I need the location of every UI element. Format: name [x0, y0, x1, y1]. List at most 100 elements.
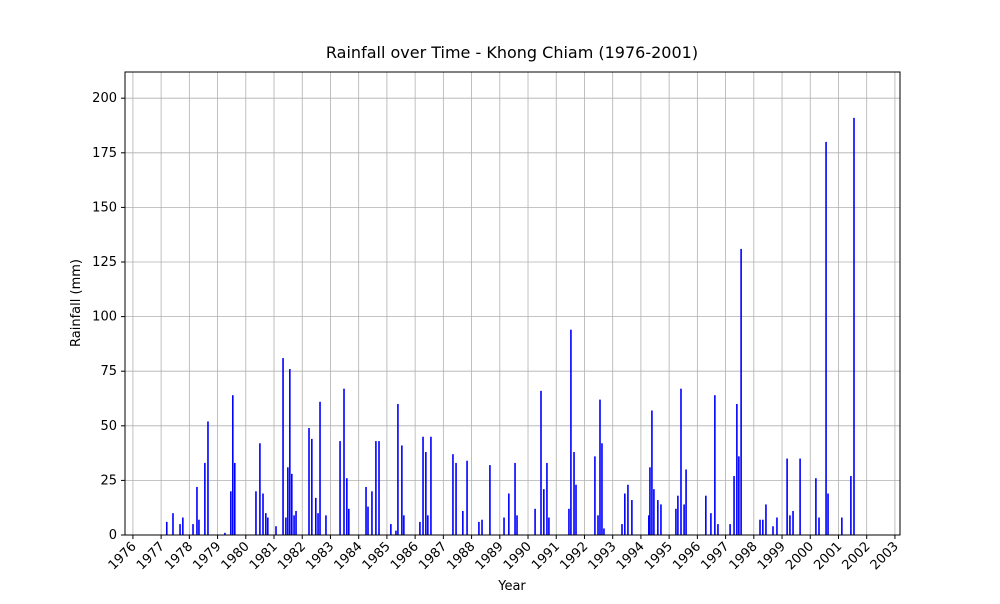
- bar: [427, 515, 429, 535]
- bar: [717, 524, 719, 535]
- bar: [367, 506, 369, 535]
- y-tick-label: 175: [92, 146, 117, 161]
- bar: [534, 508, 536, 535]
- bar: [478, 521, 480, 535]
- bar: [425, 452, 427, 535]
- bar: [599, 399, 601, 535]
- x-axis-label: Year: [497, 579, 526, 594]
- bar: [789, 515, 791, 535]
- bar: [233, 462, 236, 535]
- bar: [503, 517, 505, 535]
- y-tick-label: 0: [109, 528, 117, 543]
- bar: [466, 460, 468, 535]
- bar: [683, 504, 685, 535]
- bar: [224, 532, 226, 535]
- bar: [815, 478, 817, 535]
- bar: [649, 467, 651, 535]
- bar: [285, 517, 287, 535]
- bar: [516, 515, 518, 535]
- bar: [685, 469, 687, 535]
- bar: [308, 427, 310, 535]
- bar: [677, 495, 679, 535]
- bar: [287, 467, 289, 535]
- bar: [196, 486, 198, 535]
- bar: [853, 117, 855, 535]
- bar: [818, 517, 820, 535]
- bar: [657, 500, 659, 535]
- bar: [624, 493, 626, 535]
- bar: [179, 524, 181, 535]
- bar: [348, 508, 350, 535]
- bar: [207, 421, 209, 535]
- bar: [736, 403, 738, 535]
- bar: [452, 454, 454, 535]
- bar: [232, 395, 234, 535]
- bar: [371, 491, 373, 535]
- bar: [680, 388, 682, 535]
- bar: [259, 443, 261, 535]
- bar: [319, 401, 321, 535]
- bar: [346, 478, 348, 535]
- bar: [759, 519, 761, 535]
- bar: [267, 517, 269, 535]
- bar: [825, 141, 827, 536]
- bar: [403, 515, 405, 535]
- y-tick-label: 25: [100, 473, 117, 488]
- bar: [705, 495, 707, 535]
- y-tick-label: 100: [92, 310, 117, 325]
- bar: [282, 358, 284, 535]
- y-axis-label: Rainfall (mm): [69, 259, 84, 347]
- y-tick-label: 200: [92, 91, 117, 106]
- bar: [172, 513, 174, 535]
- bar: [799, 458, 801, 535]
- bar: [311, 438, 313, 535]
- bar: [289, 369, 291, 535]
- bar: [165, 521, 168, 535]
- bar: [290, 473, 293, 535]
- bar: [594, 456, 596, 535]
- bar: [776, 517, 778, 535]
- bar: [548, 517, 550, 535]
- bar: [419, 521, 421, 535]
- bar: [325, 515, 327, 535]
- bar: [397, 403, 399, 535]
- bar: [262, 493, 264, 535]
- bar: [514, 462, 516, 535]
- bar: [710, 513, 712, 535]
- bar: [489, 465, 491, 535]
- bar: [204, 462, 206, 535]
- bar: [378, 441, 380, 535]
- bar: [293, 515, 295, 535]
- bar: [198, 519, 200, 535]
- bar: [631, 500, 633, 535]
- bar: [733, 476, 735, 535]
- bar: [786, 458, 788, 535]
- bar: [740, 248, 742, 535]
- bar: [850, 476, 852, 535]
- bar: [430, 436, 432, 535]
- bar: [455, 462, 457, 535]
- bar: [314, 497, 317, 535]
- bar: [827, 493, 829, 535]
- bar: [772, 526, 774, 535]
- bar: [192, 524, 194, 535]
- bar: [422, 436, 424, 535]
- bar: [317, 513, 319, 535]
- bar: [182, 517, 184, 535]
- bar: [714, 395, 716, 535]
- bar: [573, 452, 575, 535]
- bar: [339, 441, 341, 535]
- bar: [401, 445, 403, 535]
- y-tick-label: 75: [100, 364, 117, 379]
- bar: [508, 493, 510, 535]
- bar: [570, 329, 572, 535]
- y-tick-label: 125: [92, 255, 117, 270]
- bar: [660, 504, 662, 535]
- y-tick-label: 50: [100, 419, 117, 434]
- bar: [648, 515, 650, 535]
- bar: [230, 491, 232, 535]
- bar: [343, 388, 345, 535]
- bar: [265, 513, 267, 535]
- bar: [395, 530, 397, 535]
